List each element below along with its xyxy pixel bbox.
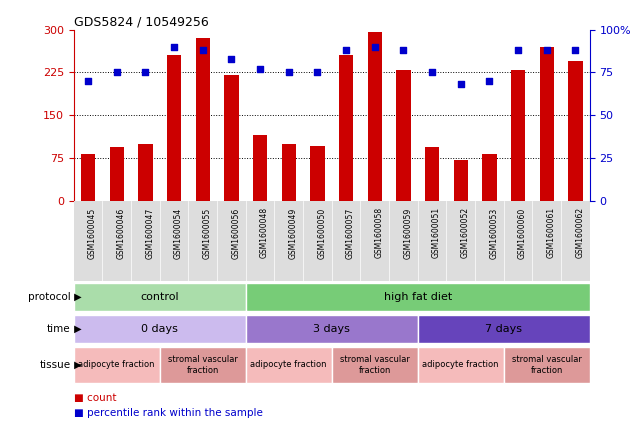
Bar [482,154,497,201]
Bar [281,144,296,201]
Text: GDS5824 / 10549256: GDS5824 / 10549256 [74,16,208,28]
Point [169,43,179,50]
Text: ■ percentile rank within the sample: ■ percentile rank within the sample [74,409,263,418]
Text: stromal vascular
fraction: stromal vascular fraction [168,355,238,374]
Text: GSM1600062: GSM1600062 [576,207,585,258]
Bar [246,347,332,383]
Point [427,69,437,76]
Bar [138,144,153,201]
Bar [332,347,418,383]
Bar [504,347,590,383]
Bar [418,347,504,383]
Point [570,47,581,54]
Text: 7 days: 7 days [485,324,522,334]
Bar [310,146,324,201]
Point [140,69,151,76]
Text: GSM1600059: GSM1600059 [403,207,412,258]
Point [312,69,322,76]
Text: GSM1600052: GSM1600052 [461,207,470,258]
Bar [425,147,439,201]
Text: GSM1600046: GSM1600046 [117,207,126,258]
Point [341,47,351,54]
Bar [74,347,160,383]
Point [370,43,380,50]
Text: GSM1600057: GSM1600057 [346,207,355,258]
Text: GSM1600058: GSM1600058 [375,207,384,258]
Text: adipocyte fraction: adipocyte fraction [78,360,155,369]
Text: stromal vascular
fraction: stromal vascular fraction [340,355,410,374]
Bar [511,70,525,201]
Bar [246,315,418,343]
Text: protocol: protocol [28,292,71,302]
Point [513,47,523,54]
Text: ▶: ▶ [71,360,81,370]
Bar [418,315,590,343]
Bar [246,283,590,311]
Point [456,81,466,88]
Text: high fat diet: high fat diet [383,292,452,302]
Text: GSM1600047: GSM1600047 [146,207,154,258]
Bar [396,70,410,201]
Bar [339,55,353,201]
Text: GSM1600048: GSM1600048 [260,207,269,258]
Bar [74,283,246,311]
Bar [167,55,181,201]
Point [484,77,494,84]
Text: GSM1600060: GSM1600060 [518,207,527,258]
Text: 0 days: 0 days [141,324,178,334]
Text: time: time [47,324,71,334]
Text: ▶: ▶ [71,324,81,334]
Point [112,69,122,76]
Text: GSM1600061: GSM1600061 [547,207,556,258]
Text: GSM1600053: GSM1600053 [489,207,499,258]
Point [542,47,552,54]
Bar [160,347,246,383]
Bar [196,38,210,201]
Point [226,55,237,62]
Bar [367,33,382,201]
Bar [110,147,124,201]
Bar [224,75,238,201]
Text: control: control [140,292,179,302]
Text: GSM1600050: GSM1600050 [317,207,326,258]
Text: adipocyte fraction: adipocyte fraction [251,360,327,369]
Bar [253,135,267,201]
Point [255,66,265,72]
Text: 3 days: 3 days [313,324,350,334]
Bar [568,61,583,201]
Point [83,77,93,84]
Text: GSM1600051: GSM1600051 [432,207,441,258]
Text: GSM1600055: GSM1600055 [203,207,212,258]
Text: GSM1600049: GSM1600049 [288,207,297,258]
Text: GSM1600056: GSM1600056 [231,207,240,258]
Text: GSM1600045: GSM1600045 [88,207,97,258]
Text: ▶: ▶ [71,292,81,302]
Bar [81,154,96,201]
Text: adipocyte fraction: adipocyte fraction [422,360,499,369]
Bar [74,315,246,343]
Text: ■ count: ■ count [74,393,116,403]
Text: GSM1600054: GSM1600054 [174,207,183,258]
Bar [454,160,468,201]
Bar [540,47,554,201]
Text: tissue: tissue [39,360,71,370]
Text: stromal vascular
fraction: stromal vascular fraction [512,355,581,374]
Point [398,47,408,54]
Point [283,69,294,76]
Point [197,47,208,54]
